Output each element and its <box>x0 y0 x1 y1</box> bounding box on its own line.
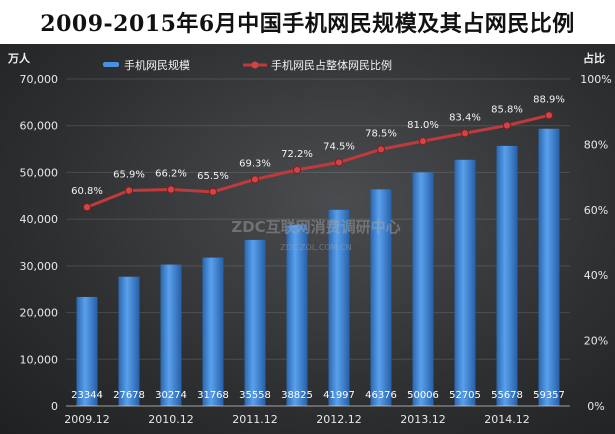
line-value-label: 88.9% <box>533 94 565 105</box>
legend-bar-label: 手机网民规模 <box>124 58 190 72</box>
line-point <box>376 145 386 154</box>
bar <box>286 224 308 406</box>
bar <box>202 257 224 406</box>
bar-value-label: 23344 <box>71 390 103 401</box>
bar-value-label: 59357 <box>533 390 565 401</box>
line-point <box>208 187 218 196</box>
watermark-text: ZDC互联网消费调研中心 <box>231 218 400 236</box>
x-tick-label: 2012.12 <box>316 413 362 426</box>
y-left-tick-label: 50,000 <box>20 166 59 179</box>
y-right-tick-label: 100% <box>580 73 611 86</box>
y-left-tick-label: 30,000 <box>20 260 59 273</box>
line-value-label: 83.4% <box>449 112 481 123</box>
bar-value-label: 41997 <box>323 390 355 401</box>
line-value-label: 74.5% <box>323 141 355 152</box>
line-point <box>502 121 512 130</box>
y-right-tick-label: 40% <box>584 269 608 282</box>
line-series <box>82 111 554 212</box>
y-left-tick-label: 20,000 <box>20 307 59 320</box>
line-value-label: 65.9% <box>113 170 145 181</box>
y-right-tick-label: 20% <box>584 335 608 348</box>
line-value-label: 65.5% <box>197 171 229 182</box>
y-right-tick-label: 0% <box>587 400 604 413</box>
bar-value-label: 52705 <box>449 390 481 401</box>
legend-line-label: 手机网民占整体网民比例 <box>271 58 392 72</box>
x-tick-label: 2009.12 <box>64 413 110 426</box>
bar <box>538 128 560 406</box>
bar-value-label: 27678 <box>113 390 145 401</box>
bar-value-label: 35558 <box>239 390 271 401</box>
line-point <box>124 186 134 195</box>
y-left-tick-label: 0 <box>51 400 58 413</box>
axes: 0 10,000 20,000 30,000 40,000 50,000 60,000 70,… <box>7 51 612 426</box>
chart-title: 2009-2015年6月中国手机网民规模及其占网民比例 <box>40 11 575 37</box>
line-value-label: 60.8% <box>71 186 103 197</box>
y-right-tick-label: 60% <box>584 204 608 217</box>
line-point <box>166 185 176 194</box>
bar <box>412 172 434 406</box>
legend-line-marker <box>251 61 259 69</box>
bar-value-label: 38825 <box>281 390 313 401</box>
y-left-axis-title: 万人 <box>7 51 31 65</box>
line-point <box>334 158 344 167</box>
line-path <box>86 113 550 209</box>
line-value-label: 69.3% <box>239 158 271 169</box>
bar <box>118 276 140 406</box>
bar-value-label: 46376 <box>365 390 397 401</box>
bar <box>328 209 350 406</box>
y-right-tick-label: 80% <box>584 138 608 151</box>
line-value-label: 85.8% <box>491 104 523 115</box>
x-tick-label: 2010.12 <box>148 413 194 426</box>
watermark: ZDC互联网消费调研中心 ZDC.ZOL.COM.CN <box>231 218 400 252</box>
y-left-tick-label: 40,000 <box>20 213 59 226</box>
line-value-label: 81.0% <box>407 120 439 131</box>
x-tick-label: 2013.12 <box>400 413 446 426</box>
bar-value-label: 30274 <box>155 390 187 401</box>
line-point <box>250 175 260 184</box>
y-left-tick-label: 10,000 <box>20 353 59 366</box>
data-labels: 23344 27678 30274 31768 35558 38825 41997 46376… <box>71 94 565 401</box>
line-point <box>460 129 470 138</box>
bar <box>76 296 98 406</box>
y-left-tick-label: 70,000 <box>20 73 59 86</box>
line-point <box>292 165 302 175</box>
legend-bar-swatch <box>103 62 119 67</box>
bar <box>370 189 392 406</box>
x-tick-label: 2014.12 <box>484 413 530 426</box>
bar <box>160 264 182 406</box>
bar <box>244 239 266 406</box>
line-value-label: 66.2% <box>155 169 187 180</box>
bar <box>496 145 518 406</box>
line-point <box>544 111 554 120</box>
bar-value-label: 50006 <box>407 390 439 401</box>
bar-value-label: 55678 <box>491 390 523 401</box>
bar <box>454 159 476 406</box>
line-value-label: 72.2% <box>281 149 313 160</box>
y-left-tick-label: 60,000 <box>20 120 59 133</box>
y-right-axis-title: 占比 <box>583 51 605 65</box>
grid-lines <box>66 78 570 407</box>
line-value-label: 78.5% <box>365 128 397 139</box>
line-point <box>418 137 428 146</box>
legend: 手机网民规模 手机网民占整体网民比例 <box>103 58 392 72</box>
line-point <box>82 203 92 212</box>
bar-series <box>76 128 560 406</box>
x-tick-label: 2011.12 <box>232 413 278 426</box>
watermark-url: ZDC.ZOL.COM.CN <box>280 243 351 252</box>
bar-value-label: 31768 <box>197 390 229 401</box>
